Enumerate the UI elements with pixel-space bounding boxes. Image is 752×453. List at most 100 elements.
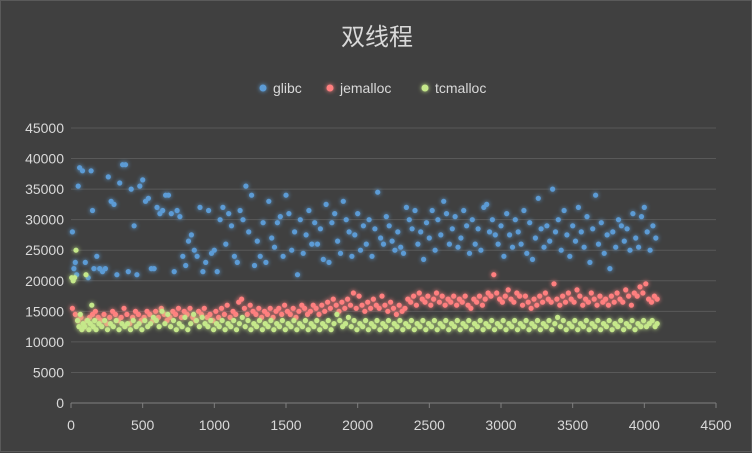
point-jemalloc <box>474 299 480 305</box>
point-jemalloc <box>279 311 285 317</box>
point-glibc <box>366 217 372 223</box>
point-glibc <box>231 253 237 259</box>
point-jemalloc <box>565 290 572 296</box>
point-tcmalloc <box>371 324 377 330</box>
point-tcmalloc <box>162 321 168 327</box>
point-glibc <box>647 247 653 253</box>
point-jemalloc <box>362 308 368 314</box>
point-glibc <box>418 229 424 235</box>
point-glibc <box>137 183 143 189</box>
point-tcmalloc <box>337 317 343 324</box>
point-glibc <box>323 201 329 207</box>
point-glibc <box>492 232 498 238</box>
point-tcmalloc <box>89 302 95 308</box>
point-tcmalloc <box>104 327 111 333</box>
point-glibc <box>151 266 157 272</box>
point-tcmalloc <box>654 321 660 327</box>
point-glibc <box>223 241 229 247</box>
point-tcmalloc <box>351 317 357 324</box>
point-glibc <box>426 235 432 241</box>
point-jemalloc <box>451 293 457 299</box>
point-tcmalloc <box>595 317 601 324</box>
point-jemalloc <box>276 305 282 311</box>
data-points <box>69 162 660 333</box>
point-glibc <box>529 256 536 262</box>
point-jemalloc <box>244 311 250 317</box>
point-jemalloc <box>239 296 245 302</box>
y-tick-label: 35000 <box>25 181 64 197</box>
point-glibc <box>441 198 447 204</box>
point-tcmalloc <box>191 311 197 317</box>
point-tcmalloc <box>311 324 317 330</box>
point-jemalloc <box>218 305 225 311</box>
point-jemalloc <box>499 299 505 305</box>
point-jemalloc <box>626 293 632 299</box>
point-glibc <box>352 232 358 238</box>
point-tcmalloc <box>168 324 174 330</box>
point-glibc <box>615 217 622 223</box>
point-glibc <box>395 229 401 235</box>
point-glibc <box>644 229 650 235</box>
point-jemalloc <box>648 299 655 305</box>
point-jemalloc <box>562 299 569 305</box>
point-tcmalloc <box>457 327 463 333</box>
point-glibc <box>91 266 97 272</box>
point-tcmalloc <box>208 317 214 324</box>
point-tcmalloc <box>514 327 521 333</box>
point-tcmalloc <box>279 317 285 324</box>
point-tcmalloc <box>271 327 277 333</box>
point-glibc <box>363 241 369 247</box>
point-tcmalloc <box>125 321 131 327</box>
point-jemalloc <box>69 305 75 311</box>
point-jemalloc <box>577 293 583 299</box>
point-jemalloc <box>605 302 612 308</box>
point-glibc <box>590 226 596 232</box>
point-glibc <box>633 235 639 241</box>
point-glibc <box>174 207 180 214</box>
point-glibc <box>171 269 177 275</box>
point-tcmalloc <box>397 317 403 324</box>
point-tcmalloc <box>394 324 400 330</box>
point-glibc <box>197 204 203 210</box>
point-glibc <box>618 223 625 229</box>
point-jemalloc <box>319 302 325 308</box>
point-tcmalloc <box>239 314 245 320</box>
point-glibc <box>475 226 481 232</box>
point-tcmalloc <box>598 327 604 333</box>
point-glibc <box>544 223 550 229</box>
point-jemalloc <box>505 287 511 293</box>
point-glibc <box>409 226 415 232</box>
point-glibc <box>160 207 166 214</box>
point-tcmalloc <box>127 327 134 333</box>
point-jemalloc <box>628 302 635 308</box>
point-tcmalloc <box>331 321 337 327</box>
point-jemalloc <box>350 290 356 296</box>
point-jemalloc <box>121 305 127 311</box>
point-tcmalloc <box>363 317 369 324</box>
point-glibc <box>572 238 579 244</box>
point-tcmalloc <box>532 324 538 330</box>
point-glibc <box>349 253 355 259</box>
point-tcmalloc <box>179 324 185 330</box>
y-tick-label: 25000 <box>25 242 64 258</box>
point-tcmalloc <box>314 317 320 324</box>
point-glibc <box>346 229 352 235</box>
point-jemalloc <box>353 305 359 311</box>
point-tcmalloc <box>491 327 498 333</box>
point-tcmalloc <box>374 317 380 324</box>
point-tcmalloc <box>486 324 492 330</box>
legend-label-tcmalloc: tcmalloc <box>435 80 486 96</box>
point-jemalloc <box>594 302 600 308</box>
point-tcmalloc <box>609 327 615 333</box>
point-glibc <box>343 217 349 223</box>
point-jemalloc <box>264 311 270 317</box>
point-jemalloc <box>107 314 113 320</box>
point-glibc <box>75 183 81 189</box>
point-tcmalloc <box>451 324 457 330</box>
point-jemalloc <box>519 302 526 308</box>
point-tcmalloc <box>621 327 627 333</box>
point-glibc <box>94 253 100 259</box>
x-tick-label: 500 <box>131 417 155 433</box>
x-tick-label: 4500 <box>700 417 731 433</box>
point-glibc <box>183 262 189 269</box>
